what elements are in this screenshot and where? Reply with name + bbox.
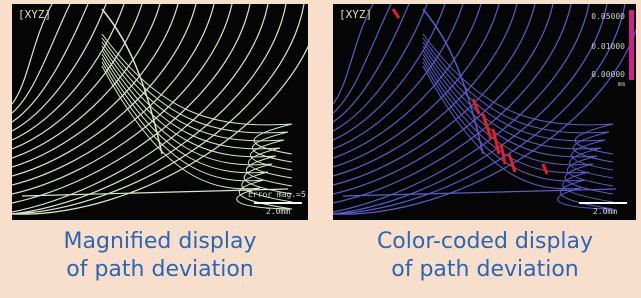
path-display: [XYZ] 0.05000 0.01000 0.00000 mm 2.0mm bbox=[333, 4, 636, 220]
tool-path bbox=[423, 46, 613, 178]
color-scale bbox=[629, 10, 634, 80]
view-label: [XYZ] bbox=[18, 8, 51, 21]
tool-path bbox=[501, 144, 505, 164]
tool-path bbox=[102, 46, 292, 178]
magnified-panel: [XYZ] Error mag.=5.0 2.0mm bbox=[12, 4, 308, 220]
caption: Magnified display of path deviation bbox=[10, 228, 310, 284]
tool-path bbox=[483, 114, 491, 139]
legend-unit: mm bbox=[618, 81, 626, 88]
error-magnification: Error mag.=5.0 bbox=[248, 190, 308, 199]
caption: Color-coded display of path deviation bbox=[335, 228, 635, 284]
caption-line: Color-coded display bbox=[335, 228, 635, 256]
scale-label: 2.0mm bbox=[593, 207, 617, 216]
legend-max: 0.05000 bbox=[591, 12, 625, 21]
path-display: [XYZ] Error mag.=5.0 2.0mm bbox=[12, 4, 308, 220]
caption-line: of path deviation bbox=[335, 256, 635, 284]
tool-path bbox=[333, 4, 553, 194]
tool-path bbox=[333, 4, 636, 214]
tool-path bbox=[102, 38, 292, 162]
tool-path bbox=[393, 9, 399, 18]
tool-path bbox=[543, 164, 547, 174]
tool-path bbox=[423, 34, 613, 154]
caption-line: Magnified display bbox=[10, 228, 310, 256]
legend-min: 0.00000 bbox=[591, 70, 625, 79]
tool-path bbox=[333, 4, 463, 149]
tool-path bbox=[12, 4, 286, 214]
color-coded-panel: [XYZ] 0.05000 0.01000 0.00000 mm 2.0mm bbox=[333, 4, 636, 220]
tool-path bbox=[423, 38, 613, 162]
caption-line: of path deviation bbox=[10, 256, 310, 284]
legend-mid: 0.01000 bbox=[591, 42, 625, 51]
page: [XYZ] Error mag.=5.0 2.0mm [XYZ] 0.05000… bbox=[0, 0, 641, 298]
view-label: [XYZ] bbox=[339, 8, 372, 21]
tool-path bbox=[102, 34, 292, 154]
tool-path bbox=[12, 4, 232, 194]
tool-path bbox=[12, 4, 142, 149]
tool-path bbox=[343, 189, 616, 196]
tool-path bbox=[333, 4, 607, 214]
scale-label: 2.0mm bbox=[266, 207, 290, 216]
